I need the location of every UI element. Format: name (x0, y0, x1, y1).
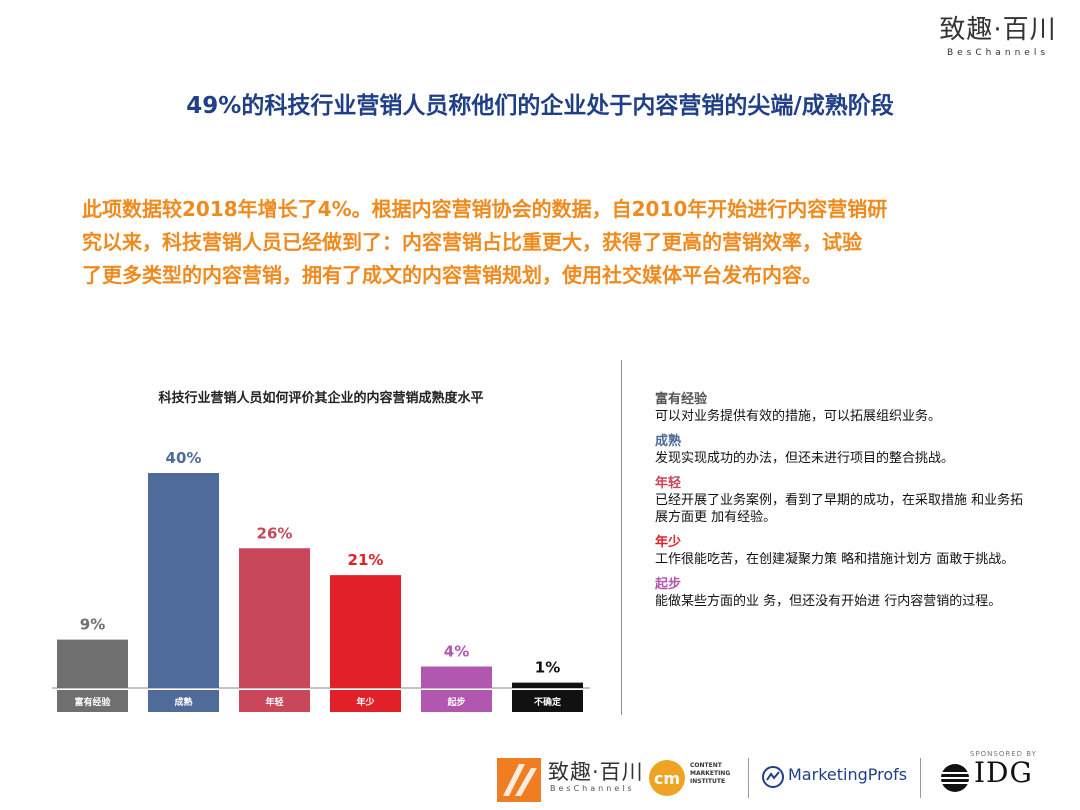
cmi-logo-text: CONTENT MARKETING INSTITUTE (690, 762, 730, 786)
vertical-divider (621, 360, 622, 715)
category-tag-4 (421, 690, 492, 712)
cmi-logo-mark: cm (654, 769, 680, 788)
category-label-1: 成熟 (174, 696, 192, 708)
marketingprofs-logo-text: MarketingProfs (788, 765, 908, 784)
sponsor-footer: 致趣·百川 BesChannels cm CONTENT MARKETING I… (0, 738, 1080, 810)
category-tag-5 (512, 690, 583, 712)
bar-5 (512, 682, 583, 688)
bar-chart: 9% 富有经验 40% 成熟 26% 年轻 21% 年少 4% 起步 1% 不确定 (52, 449, 590, 712)
legend-description: 发现实现成功的办法，但还未进行项目的整合挑战。 (655, 451, 955, 466)
legend-description: 已经开展了业务案例，看到了早期的成功，在采取措施 和业务拓展方面更 加有经验。 (655, 493, 1024, 525)
category-tag-3 (330, 690, 401, 712)
intro-line: 此项数据较2018年增长了4%。根据内容营销协会的数据，自2010年开始进行内容… (82, 197, 888, 221)
intro-line: 了更多类型的内容营销，拥有了成文的内容营销规划，使用社交媒体平台发布内容。 (82, 263, 822, 287)
brand-name-cn: 致趣·百川 (939, 15, 1057, 45)
cmi-line: MARKETING (690, 770, 731, 777)
value-label-5: 1% (535, 659, 560, 677)
brand-logo: 致趣·百川 BesChannels (938, 14, 1058, 58)
idg-globe-icon (941, 764, 969, 792)
cmi-logo-icon: cm (649, 760, 685, 796)
cmi-line: INSTITUTE (690, 778, 726, 785)
bar-1 (148, 473, 219, 688)
value-label-4: 4% (444, 643, 469, 661)
sponsored-by-label: SPONSORED BY (970, 750, 1037, 758)
category-tag-1 (148, 690, 219, 712)
legend-item: 富有经验 可以对业务提供有效的措施，可以拓展组织业务。 (655, 392, 1035, 425)
value-label-3: 21% (348, 551, 384, 569)
legend-item: 成熟 发现实现成功的办法，但还未进行项目的整合挑战。 (655, 434, 1035, 467)
intro-paragraph: 此项数据较2018年增长了4%。根据内容营销协会的数据，自2010年开始进行内容… (82, 193, 1002, 292)
marketingprofs-logo-icon (762, 766, 784, 788)
value-label-0: 9% (80, 616, 105, 634)
brand-name-en: BesChannels (946, 48, 1050, 58)
beschannels-logo-icon (497, 758, 541, 802)
chart-title: 科技行业营销人员如何评价其企业的内容营销成熟度水平 (158, 391, 484, 406)
legend-title: 年轻 (655, 476, 682, 491)
value-label-2: 26% (257, 524, 293, 542)
legend-title: 富有经验 (655, 392, 708, 407)
category-label-2: 年轻 (265, 696, 283, 708)
category-label-3: 年少 (356, 696, 374, 708)
legend-description: 可以对业务提供有效的措施，可以拓展组织业务。 (655, 409, 942, 424)
legend-title: 起步 (655, 577, 682, 592)
footer-brand-cn: 致趣·百川 (548, 760, 644, 784)
footer-brand-en: BesChannels (550, 784, 635, 793)
intro-line: 究以来，科技营销人员已经做到了：内容营销占比重更大，获得了更高的营销效率，试验 (82, 230, 862, 254)
page-title: 49%的科技行业营销人员称他们的企业处于内容营销的尖端/成熟阶段 (186, 93, 894, 119)
legend-title: 年少 (655, 535, 682, 550)
idg-logo-text: IDG (974, 756, 1033, 789)
bar-4 (421, 666, 492, 688)
legend-description: 能做某些方面的业 务，但还没有开始进 行内容营销的过程。 (655, 594, 1002, 609)
legend-panel: 富有经验 可以对业务提供有效的措施，可以拓展组织业务。 成熟 发现实现成功的办法… (655, 392, 1035, 619)
legend-item: 年少 工作很能吃苦，在创建凝聚力策 略和措施计划方 面敢于挑战。 (655, 535, 1035, 568)
legend-title: 成熟 (655, 434, 682, 449)
cmi-line: CONTENT (690, 762, 722, 769)
footer-separator (920, 758, 921, 798)
category-label-0: 富有经验 (74, 696, 111, 708)
bar-2 (239, 548, 310, 688)
bar-3 (330, 575, 401, 688)
legend-item: 起步 能做某些方面的业 务，但还没有开始进 行内容营销的过程。 (655, 577, 1035, 610)
legend-description: 工作很能吃苦，在创建凝聚力策 略和措施计划方 面敢于挑战。 (655, 552, 1015, 567)
category-label-5: 不确定 (534, 696, 562, 708)
category-label-4: 起步 (446, 696, 465, 708)
bar-0 (57, 639, 128, 688)
value-label-1: 40% (166, 449, 202, 467)
legend-item: 年轻 已经开展了业务案例，看到了早期的成功，在采取措施 和业务拓展方面更 加有经… (655, 476, 1035, 526)
category-tag-2 (239, 690, 310, 712)
category-tag-0 (57, 690, 128, 712)
footer-separator (748, 758, 749, 798)
